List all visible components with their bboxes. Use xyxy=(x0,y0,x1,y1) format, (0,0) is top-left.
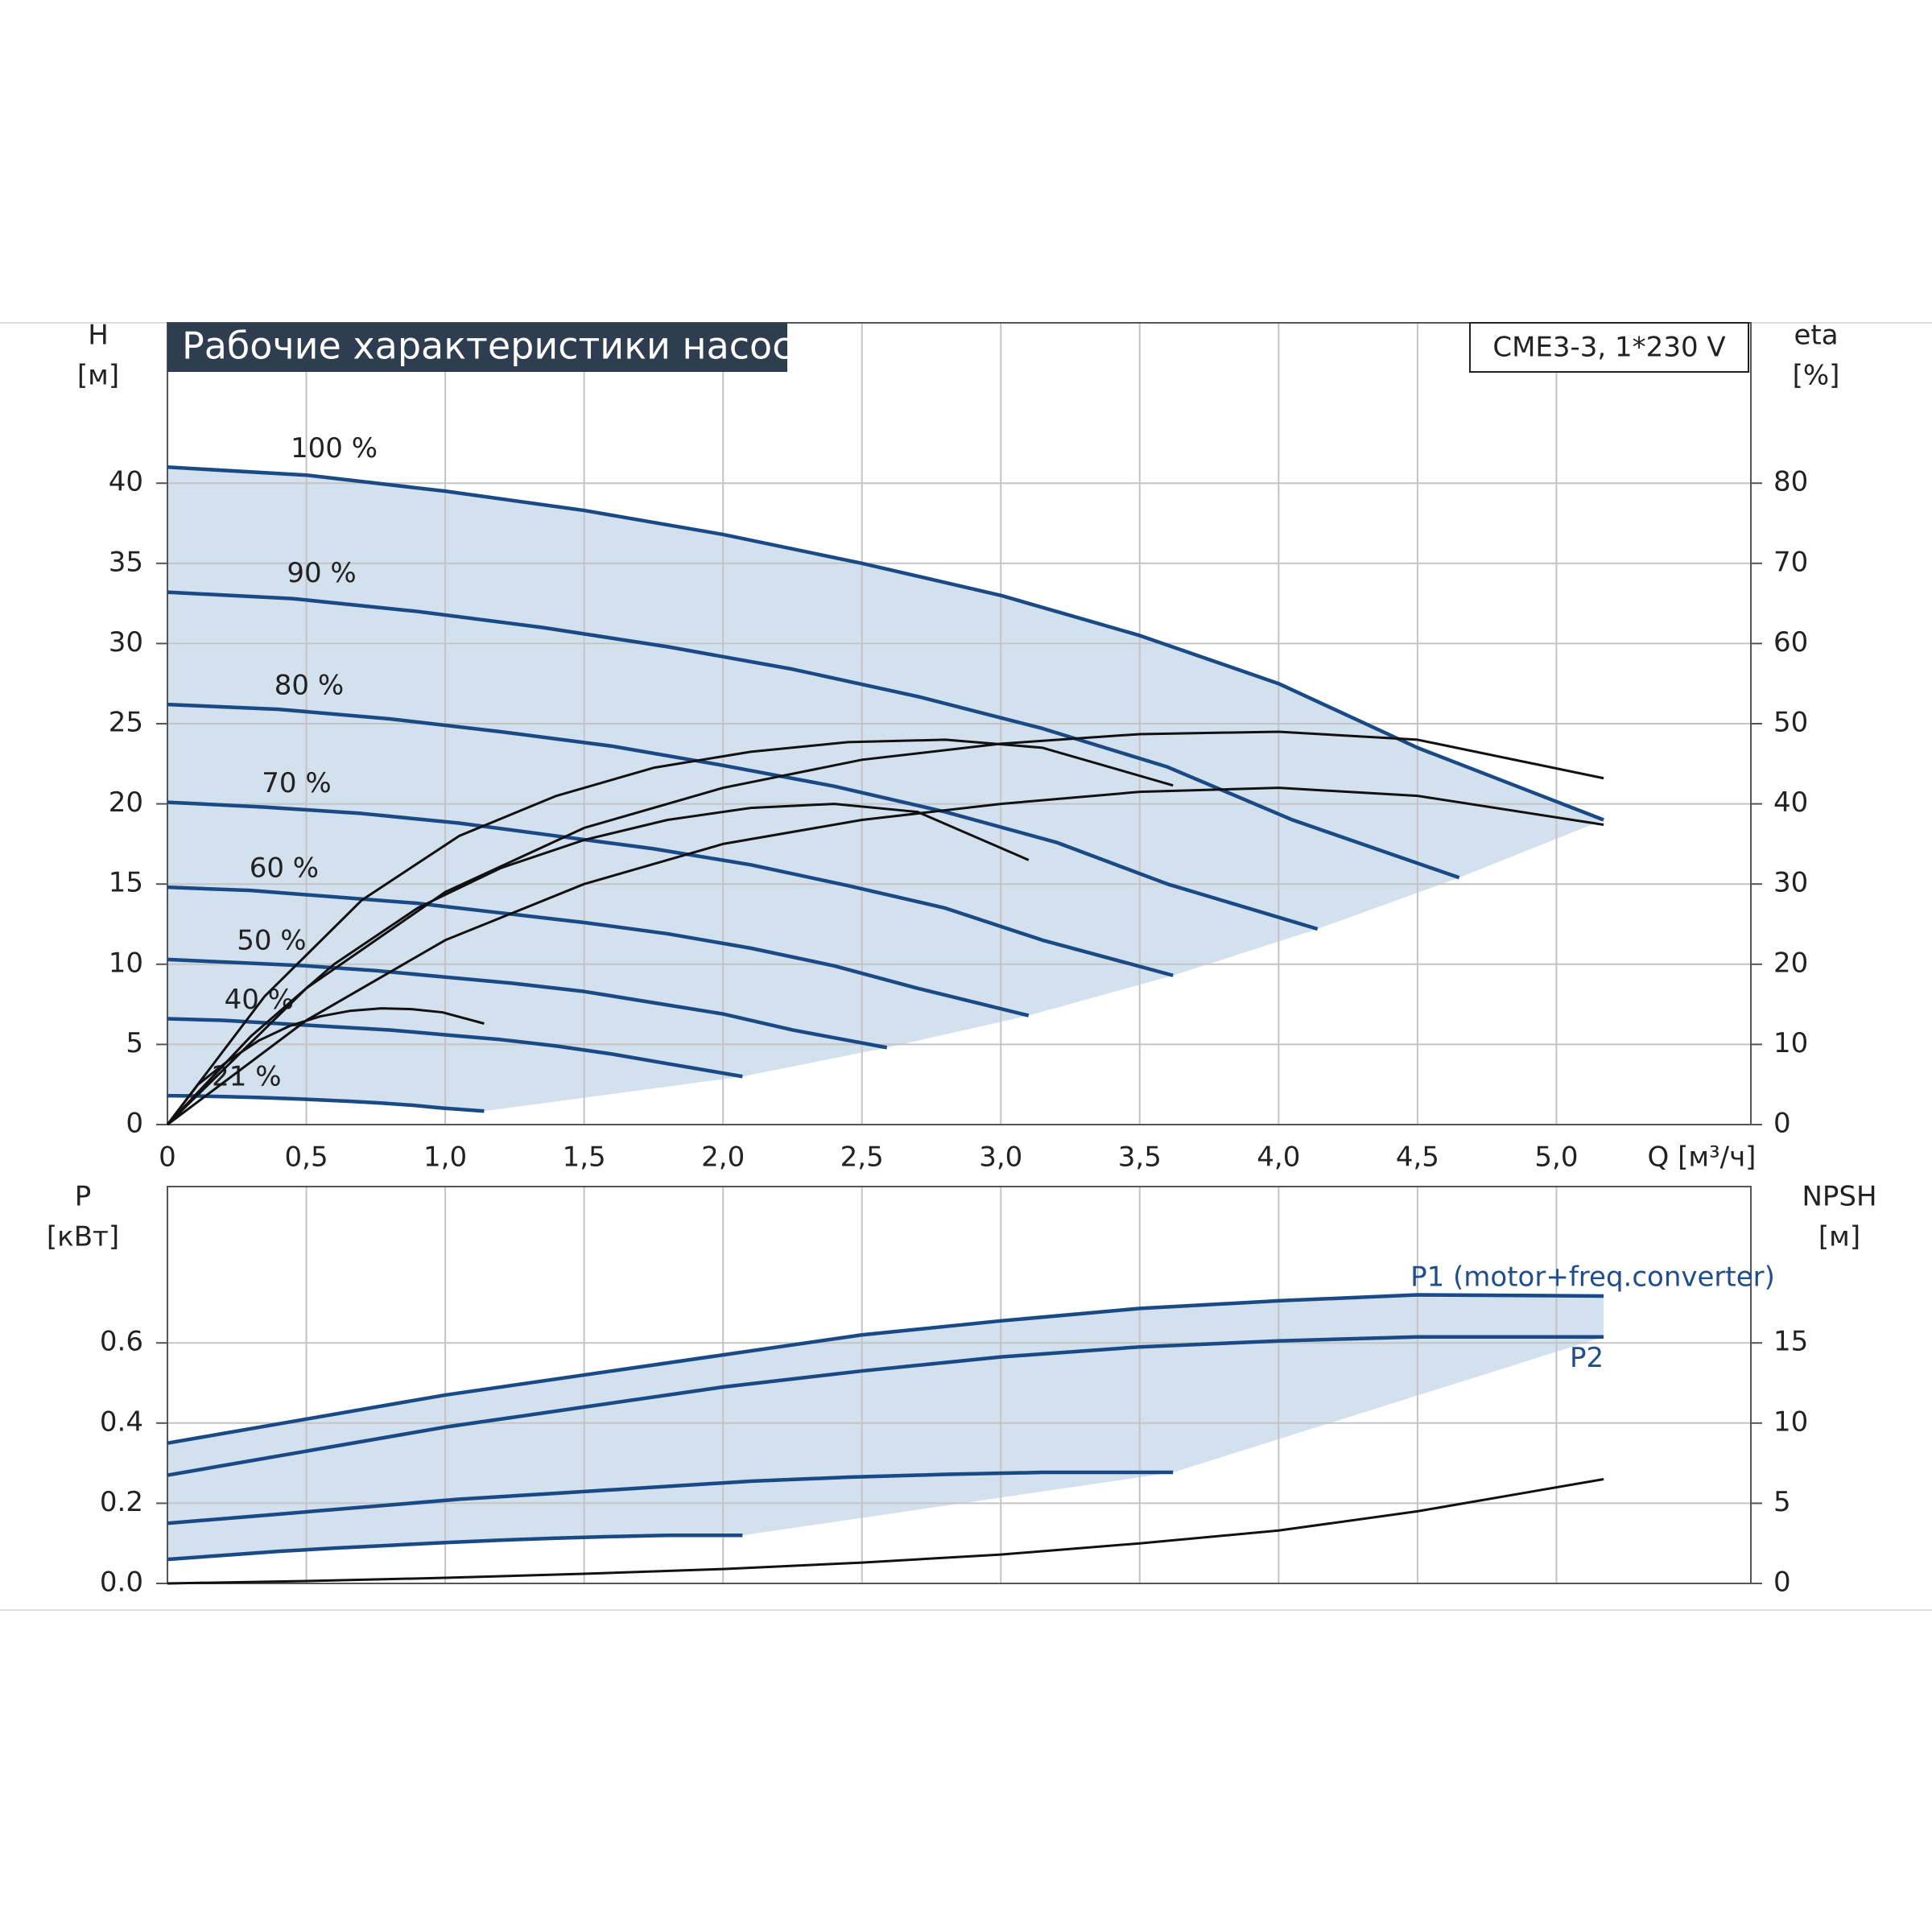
curve xyxy=(167,465,1604,822)
chart-title: Рабочие характеристики насоса xyxy=(182,324,815,368)
speed-label: 60 % xyxy=(250,852,319,885)
pump-curve-chart: 0 5 10 15 20 25 30 35 40 0 10 20 30 40 50 60 70 80 0 0,5 1,0… xyxy=(77,320,1840,1174)
x-tick-label: 5,0 xyxy=(1534,1141,1578,1174)
x-tick-label: 3,5 xyxy=(1118,1141,1162,1174)
y2-tick-label: 40 xyxy=(1773,786,1808,819)
operating-area xyxy=(167,467,1604,1112)
x-tick-label: 4,0 xyxy=(1257,1141,1300,1174)
curve xyxy=(167,590,1460,880)
model-box xyxy=(1469,322,1749,373)
y-tick-label: 10 xyxy=(109,947,143,979)
curve xyxy=(167,1470,1174,1525)
y-tick-label: 5 xyxy=(126,1027,143,1059)
y2-tick-label: 80 xyxy=(1773,466,1808,498)
y2-tick-label: 10 xyxy=(1773,1027,1808,1059)
y2-tick-label: 50 xyxy=(1773,707,1808,739)
y-tick-label: 0.2 xyxy=(100,1486,143,1518)
series-label: P2 xyxy=(1570,1342,1604,1374)
plot-frame xyxy=(167,1186,1752,1584)
curve xyxy=(167,885,1030,1018)
y2-axis-label: NPSH xyxy=(1802,1181,1876,1213)
curve xyxy=(167,702,1319,931)
y-tick-label: 30 xyxy=(109,626,143,658)
y-axis-label: [кВт] xyxy=(47,1221,119,1253)
curve xyxy=(167,957,888,1050)
curve xyxy=(166,738,1174,1125)
operating-area xyxy=(167,1294,1604,1560)
x-tick-label: 1,5 xyxy=(563,1141,606,1174)
y2-tick-label: 15 xyxy=(1773,1326,1808,1358)
y-tick-label: 0.4 xyxy=(100,1406,143,1438)
model-label: CME3-3, 1*230 V xyxy=(1492,332,1725,364)
curve xyxy=(167,1533,743,1562)
y-tick-label: 0 xyxy=(126,1108,143,1140)
y-axis-label: P xyxy=(75,1181,92,1213)
y-tick-label: 25 xyxy=(109,707,143,739)
y-axis-label: [м] xyxy=(77,360,119,392)
title-box xyxy=(167,323,787,372)
y2-tick-label: 60 xyxy=(1773,626,1808,658)
y-tick-label: 0.0 xyxy=(100,1567,143,1599)
series-label: P1 (motor+freq.converter) xyxy=(1410,1261,1775,1293)
curve xyxy=(167,786,1604,1126)
y2-tick-label: 0 xyxy=(1773,1567,1791,1599)
y-tick-label: 35 xyxy=(109,546,143,578)
curve xyxy=(166,1007,485,1125)
y-tick-label: 40 xyxy=(109,466,143,498)
curve xyxy=(167,1017,743,1079)
x-tick-label: 2,0 xyxy=(701,1141,745,1174)
speed-label: 90 % xyxy=(287,557,356,589)
y2-tick-label: 5 xyxy=(1773,1486,1791,1518)
curve xyxy=(167,1293,1604,1445)
speed-label: 80 % xyxy=(275,670,344,702)
x-tick-label: 0,5 xyxy=(285,1141,328,1174)
speed-label: 100 % xyxy=(291,432,378,464)
speed-label: 50 % xyxy=(237,924,306,956)
y-tick-label: 15 xyxy=(109,867,143,899)
y2-axis-label: eta xyxy=(1794,320,1838,352)
curve xyxy=(166,803,1030,1126)
x-axis-label: Q [м³/ч] xyxy=(1648,1141,1757,1174)
x-tick-label: 3,0 xyxy=(979,1141,1022,1174)
x-tick-label: 2,5 xyxy=(840,1141,884,1174)
y2-tick-label: 10 xyxy=(1773,1406,1808,1438)
y2-tick-label: 30 xyxy=(1773,867,1808,899)
curve xyxy=(167,1093,485,1113)
y2-axis-label: [%] xyxy=(1793,360,1840,392)
y2-tick-label: 70 xyxy=(1773,546,1808,578)
y-tick-label: 0.6 xyxy=(100,1326,143,1358)
curve xyxy=(167,800,1174,977)
power-chart: 0.0 0.2 0.4 0.6 0 5 10 15 P [кВт] NPSH [м] P1 (motor… xyxy=(47,1181,1877,1599)
x-tick-label: 1,0 xyxy=(423,1141,467,1174)
speed-label: 70 % xyxy=(262,767,331,799)
x-tick-label: 4,5 xyxy=(1396,1141,1439,1174)
curve xyxy=(167,1478,1604,1585)
curve xyxy=(166,730,1604,1126)
curve xyxy=(167,1335,1604,1477)
y-axis-label: H xyxy=(88,320,109,352)
y2-tick-label: 20 xyxy=(1773,947,1808,979)
y2-tick-label: 0 xyxy=(1773,1108,1791,1140)
y2-axis-label: [м] xyxy=(1818,1221,1860,1253)
x-tick-label: 0 xyxy=(159,1141,176,1174)
y-tick-label: 20 xyxy=(109,786,143,819)
